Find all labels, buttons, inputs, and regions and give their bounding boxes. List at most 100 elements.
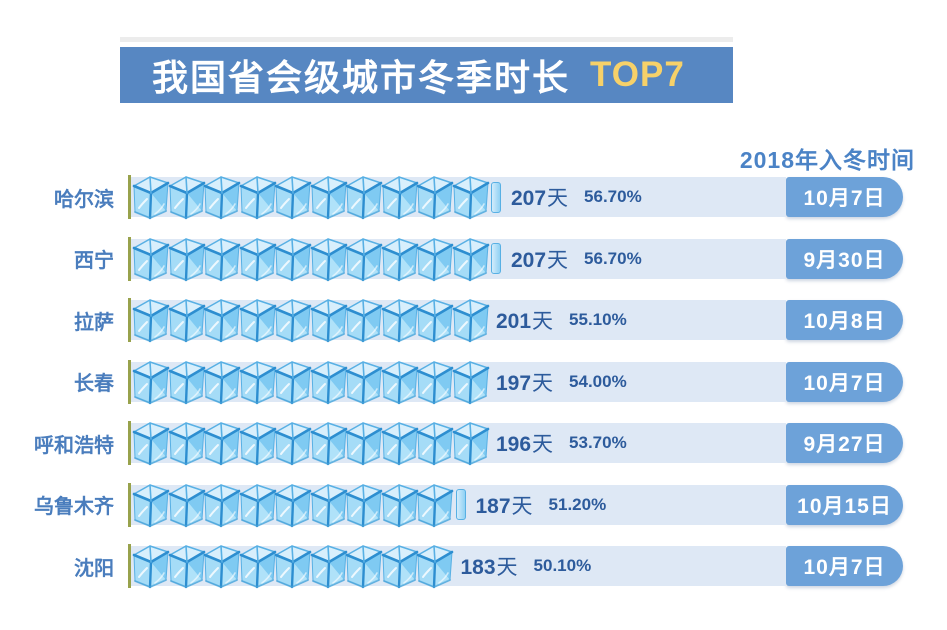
column-header-winter-start: 2018年入冬时间 bbox=[739, 147, 915, 173]
table-row: 哈尔滨 207天 56.70% 10月7日 bbox=[20, 174, 925, 220]
ice-cube-icon bbox=[451, 174, 491, 220]
ice-cube-icon bbox=[131, 543, 171, 589]
ice-cube-icon bbox=[451, 236, 491, 282]
ice-cube-icon bbox=[273, 420, 313, 466]
percent-value: 53.70% bbox=[569, 433, 627, 452]
ice-cube-icon bbox=[202, 482, 242, 528]
ice-cube-icon bbox=[309, 236, 349, 282]
ice-cube-icon bbox=[273, 297, 313, 343]
ice-cube-icon bbox=[309, 482, 349, 528]
ice-cube-icon bbox=[202, 236, 242, 282]
city-label: 西宁 bbox=[74, 250, 114, 272]
date-badge: 10月7日 bbox=[786, 546, 903, 586]
ice-cube-icon bbox=[167, 420, 207, 466]
ice-cube-icon bbox=[202, 297, 242, 343]
table-row: 西宁 207天 56.70% 9月30日 bbox=[20, 236, 925, 282]
ice-cube-icon bbox=[167, 482, 207, 528]
days-number: 207 bbox=[511, 187, 547, 210]
table-row: 呼和浩特 196天 53.70% 9月27日 bbox=[20, 420, 925, 466]
ice-cube-icon bbox=[451, 297, 491, 343]
percent-value: 56.70% bbox=[584, 187, 642, 206]
percent-value: 51.20% bbox=[548, 494, 607, 514]
days-unit: 天 bbox=[532, 432, 554, 456]
ice-cube-icon bbox=[131, 482, 171, 528]
days-value: 187天 bbox=[476, 490, 533, 520]
days-value: 207天 bbox=[511, 244, 568, 274]
ice-cube-icon bbox=[131, 297, 171, 343]
ice-cube-icon bbox=[309, 174, 349, 220]
days-number: 183 bbox=[460, 556, 496, 579]
partial-cube-icon bbox=[455, 489, 466, 520]
ice-cube-icon bbox=[380, 482, 420, 528]
ice-cube-icon bbox=[344, 420, 384, 466]
table-row: 拉萨 201天 55.10% 10月8日 bbox=[20, 297, 925, 343]
axis-line bbox=[128, 421, 131, 465]
table-row: 乌鲁木齐 187天 51.20% 10月15日 bbox=[20, 482, 925, 528]
city-label: 乌鲁木齐 bbox=[34, 496, 114, 518]
days-unit: 天 bbox=[511, 493, 533, 518]
ice-cube-icon bbox=[202, 420, 242, 466]
date-badge: 10月7日 bbox=[786, 361, 903, 402]
ice-cube-icon bbox=[238, 482, 278, 528]
ice-cube-icon bbox=[344, 297, 384, 343]
axis-line bbox=[128, 175, 131, 219]
days-unit: 天 bbox=[532, 309, 554, 333]
percent-value: 54.00% bbox=[569, 371, 627, 391]
city-label: 呼和浩特 bbox=[34, 434, 114, 457]
percent-value: 55.10% bbox=[569, 310, 627, 329]
days-unit: 天 bbox=[547, 186, 569, 210]
ice-cube-icon bbox=[167, 543, 207, 589]
axis-line bbox=[128, 544, 131, 588]
days-value: 196天 bbox=[496, 428, 553, 458]
ice-cube-icon bbox=[238, 297, 278, 343]
ice-cube-icon bbox=[451, 359, 491, 405]
bar-track: 197天 54.00% bbox=[128, 359, 786, 405]
ice-cube-icon bbox=[238, 236, 278, 282]
ice-cube-icon bbox=[380, 174, 420, 220]
ice-cube-icon bbox=[415, 174, 455, 220]
axis-line bbox=[128, 298, 131, 342]
axis-line bbox=[128, 482, 131, 527]
ice-cube-icon bbox=[344, 482, 384, 528]
ice-cube-icon bbox=[380, 543, 420, 589]
ice-cube-icon bbox=[131, 174, 171, 220]
ice-cube-icon bbox=[273, 543, 313, 589]
bar-track: 196天 53.70% bbox=[128, 420, 786, 466]
ice-cube-icon bbox=[344, 543, 384, 589]
bar-track: 207天 56.70% bbox=[128, 236, 786, 282]
ice-cube-icon bbox=[344, 359, 384, 405]
table-row: 长春 197天 54.00% 10月7日 bbox=[20, 359, 925, 405]
date-badge: 9月27日 bbox=[786, 423, 903, 463]
days-value: 197天 bbox=[496, 367, 553, 397]
ice-cube-icon bbox=[309, 543, 349, 589]
axis-line bbox=[128, 236, 131, 281]
cube-bar bbox=[131, 297, 486, 343]
days-number: 196 bbox=[496, 433, 532, 456]
ice-cube-icon bbox=[273, 359, 313, 405]
ice-cube-icon bbox=[380, 359, 420, 405]
date-badge: 9月30日 bbox=[786, 238, 903, 279]
cube-bar bbox=[131, 174, 501, 220]
page-title: 我国省会级城市冬季时长 bbox=[152, 57, 571, 98]
title-highlight: TOP7 bbox=[590, 55, 685, 94]
ice-cube-icon bbox=[238, 174, 278, 220]
cube-bar bbox=[131, 236, 501, 282]
ice-cube-icon bbox=[415, 297, 455, 343]
city-label: 哈尔滨 bbox=[54, 188, 114, 211]
days-unit: 天 bbox=[547, 247, 569, 272]
days-number: 187 bbox=[475, 494, 511, 518]
ice-cube-icon bbox=[309, 359, 349, 405]
table-row: 沈阳 183天 50.10% 10月7日 bbox=[20, 543, 925, 589]
ice-cube-icon bbox=[167, 236, 207, 282]
ice-cube-icon bbox=[309, 420, 349, 466]
chart-rows: 哈尔滨 207天 56.70% 10月7日 西宁 207天 56.70% 9月3… bbox=[20, 174, 925, 608]
bar-track: 207天 56.70% bbox=[128, 174, 786, 220]
title-banner: 我国省会级城市冬季时长 TOP7 bbox=[120, 47, 733, 103]
days-unit: 天 bbox=[496, 555, 518, 579]
ice-cube-icon bbox=[273, 482, 313, 528]
ice-cube-icon bbox=[344, 236, 384, 282]
ice-cube-icon bbox=[131, 236, 171, 282]
bar-track: 201天 55.10% bbox=[128, 297, 786, 343]
ice-cube-icon bbox=[415, 543, 455, 589]
bar-track: 187天 51.20% bbox=[128, 482, 786, 528]
